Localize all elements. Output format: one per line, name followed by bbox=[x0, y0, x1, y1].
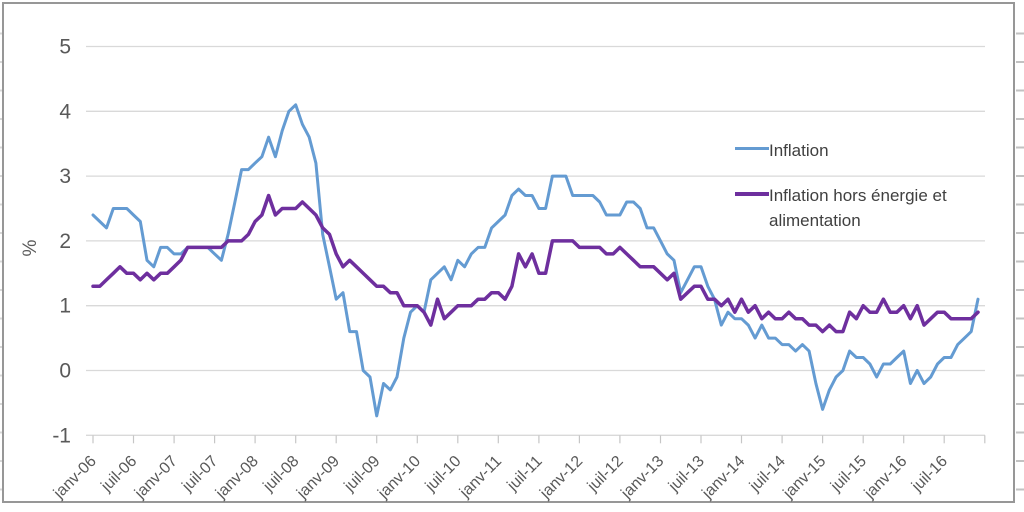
legend-entry-inflation: Inflation bbox=[735, 138, 965, 163]
y-axis-title: % bbox=[20, 239, 41, 256]
x-tick-label: janv-08 bbox=[212, 453, 262, 503]
y-tick-label: 0 bbox=[59, 360, 71, 383]
x-tick-label: janv-12 bbox=[536, 453, 586, 503]
y-tick-label: 4 bbox=[59, 100, 71, 123]
spreadsheet-row-gridline-stubs-left bbox=[0, 6, 3, 504]
series-lines bbox=[91, 103, 980, 418]
x-tick-label: juil-16 bbox=[908, 453, 951, 496]
spreadsheet-row-gridline-stubs bbox=[1016, 6, 1024, 504]
x-tick-label: janv-11 bbox=[456, 453, 505, 502]
y-axis-tick-labels: 5 4 3 2 1 0 -1 bbox=[52, 36, 71, 448]
y-tick-label: -1 bbox=[52, 424, 71, 447]
x-tick-label: janv-13 bbox=[617, 453, 667, 503]
inflation-series-line bbox=[91, 103, 980, 418]
x-axis-tick-marks bbox=[92, 435, 986, 444]
y-tick-label: 1 bbox=[59, 295, 71, 318]
x-tick-label: janv-06 bbox=[50, 453, 100, 503]
x-tick-label: janv-16 bbox=[861, 453, 911, 503]
y-tick-label: 3 bbox=[59, 165, 71, 188]
legend-label-inflation: Inflation bbox=[769, 141, 829, 160]
x-tick-label: janv-09 bbox=[293, 453, 343, 503]
inflation-line-swatch bbox=[735, 147, 769, 150]
core-inflation-line-swatch bbox=[735, 192, 769, 196]
y-tick-label: 2 bbox=[59, 230, 71, 253]
x-axis-tick-labels: janv-06juil-06janv-07juil-07janv-08juil-… bbox=[50, 453, 951, 503]
legend-entry-core-inflation: Inflation hors énergie et alimentation bbox=[735, 183, 965, 233]
core-inflation-series-line bbox=[91, 193, 980, 334]
x-tick-label: janv-15 bbox=[780, 453, 830, 503]
legend-label-core-inflation: Inflation hors énergie et alimentation bbox=[769, 186, 947, 230]
x-tick-label: janv-10 bbox=[374, 453, 424, 503]
x-tick-label: janv-07 bbox=[131, 453, 181, 503]
legend: Inflation Inflation hors énergie et alim… bbox=[735, 138, 965, 253]
x-tick-label: janv-14 bbox=[698, 453, 748, 503]
y-tick-label: 5 bbox=[59, 36, 71, 59]
